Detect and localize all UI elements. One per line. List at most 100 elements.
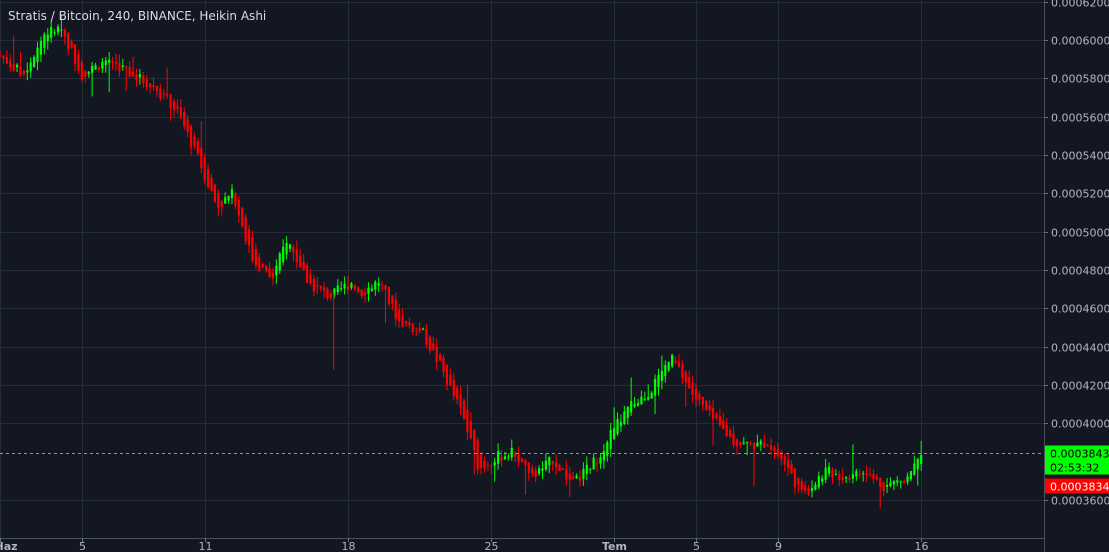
candle-body [483,461,486,469]
candle-body [333,288,336,296]
candle-body [667,362,670,371]
candle-body [531,467,534,474]
candle-body [582,468,585,479]
candle-body [851,474,855,479]
candle-body [497,451,500,464]
x-tick-label: 9 [775,540,782,552]
candle-body [793,468,797,488]
time-axis: Haz 5 11 18 25 Tem 5 9 16 [0,538,929,552]
candle-body [486,464,489,466]
candle-body [155,86,159,91]
candle-body [493,461,496,466]
candle-body [29,62,32,72]
candle-body [599,457,602,464]
candle-body [394,299,397,320]
current-price-label: 0.0003843 [1050,448,1109,461]
candle-body [323,287,326,291]
y-tick-label: 0.0003600 [1051,495,1109,508]
candle-body [432,343,435,350]
candle-body [217,193,220,208]
candle-body [534,470,537,478]
candle-body [0,55,2,57]
candle-body [299,255,302,268]
candle-body [319,285,322,289]
countdown-label-bg [1045,460,1109,475]
candle-body [520,458,524,462]
candle-body [282,246,285,263]
candle-body [899,481,902,483]
candle-body [797,477,800,485]
candle-body [606,442,609,456]
candle-body [125,66,128,68]
y-tick-label: 0.0004000 [1051,418,1109,431]
candle-body [19,66,22,76]
candle-body [142,75,145,83]
candle-body [694,388,698,400]
candle-body [70,41,73,48]
candle-body [91,65,94,73]
candle-body [814,484,817,490]
candle-body [60,29,63,31]
candle-body [234,193,237,207]
candle-body [889,482,892,486]
y-tick-label: 0.0005600 [1051,112,1109,125]
candle-body [729,430,732,437]
candle-body [336,285,339,292]
candle-body [653,379,657,396]
candle-body [831,470,834,479]
candle-body [207,169,210,187]
candle-body [780,452,783,460]
candle-body [295,249,298,263]
candle-body [756,442,759,447]
candle-body [237,199,240,216]
candle-body [684,371,687,383]
candle-body [84,71,87,77]
candle-body [691,382,694,396]
low-price-label: 0.0003834 [1050,481,1109,494]
candle-body [278,253,281,271]
candle-body [705,400,708,411]
candle-body [200,147,203,169]
candle-body [763,442,766,448]
candle-body [265,265,268,271]
candle-body [357,287,360,292]
candle-body [623,411,626,425]
candle-body [892,481,895,485]
candle-body [630,401,633,413]
candle-body [108,59,111,63]
candle-body [285,243,288,255]
candle-body [271,272,275,279]
candle-body [742,442,745,444]
candles [0,15,923,509]
candle-body [118,62,121,72]
candle-body [524,459,527,466]
candle-body [360,289,363,296]
candle-body [735,439,739,447]
candle-body [415,327,418,329]
candle-body [609,429,612,449]
candle-body [353,285,356,290]
candle-body [746,442,749,444]
candle-body [633,404,636,407]
candle-body [503,456,507,460]
candle-body [179,107,182,117]
candle-body [595,463,599,465]
low-price-label-bg [1045,478,1109,494]
candle-body [572,476,575,480]
candle-body [548,456,551,466]
x-tick-label: 16 [915,540,929,552]
candle-body [752,443,756,450]
candle-body [858,473,861,475]
grid-lines [0,0,1044,538]
candle-body [879,478,882,487]
candle-body [906,476,909,483]
candle-body [326,288,329,299]
candle-body [677,361,681,368]
candle-body [189,125,193,148]
candle-body [647,397,650,400]
candle-body [817,475,820,488]
candle-body [903,481,906,483]
candle-body [404,321,408,324]
